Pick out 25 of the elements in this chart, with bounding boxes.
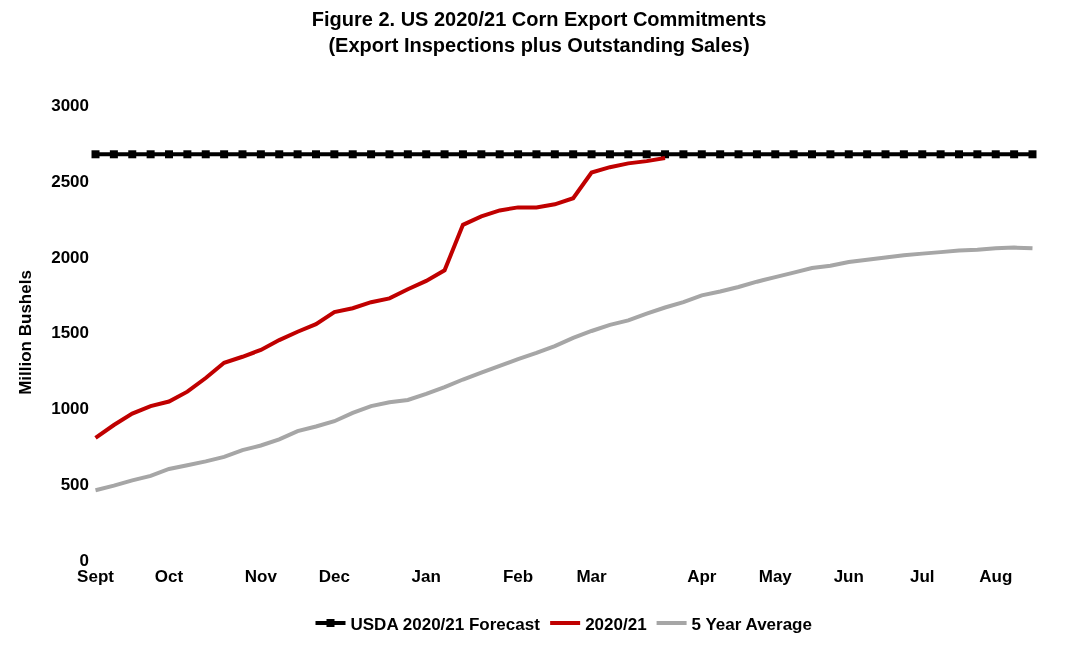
y-tick-label: 500 [60,475,89,495]
x-tick-label: Jul [909,567,935,586]
x-tick-label: May [758,567,793,586]
y-tick-label: 2500 [51,171,89,191]
x-tick-label: Aug [979,567,1013,586]
y-axis-title: Million Bushels [15,270,35,395]
x-tick-label: Oct [154,567,184,586]
x-tick-label: Jun [833,567,864,586]
y-tick-label: 1000 [51,399,89,419]
x-tick-label: Dec [318,567,350,586]
x-tick-label: Feb [502,567,534,586]
legend-label: USDA 2020/21 Forecast [350,614,541,634]
line-series [93,245,1035,493]
legend-label: 5 Year Average [691,614,812,634]
y-tick-label: 0 [79,550,89,570]
x-tick-label: Jan [411,567,441,586]
chart-title: Figure 2. US 2020/21 Corn Export Commitments (Export Inspections plus Outstanding Sales) [311,8,767,57]
x-tick-label: Mar [576,567,608,586]
y-tick-label: 1500 [51,323,89,343]
y-tick-label: 3000 [51,95,89,115]
legend-label: 2020/21 [585,614,647,634]
y-tick-label: 2000 [51,247,89,267]
x-tick-label: Nov [244,567,278,586]
x-tick-label: Sept [77,567,115,586]
x-tick-label: Apr [687,567,717,586]
